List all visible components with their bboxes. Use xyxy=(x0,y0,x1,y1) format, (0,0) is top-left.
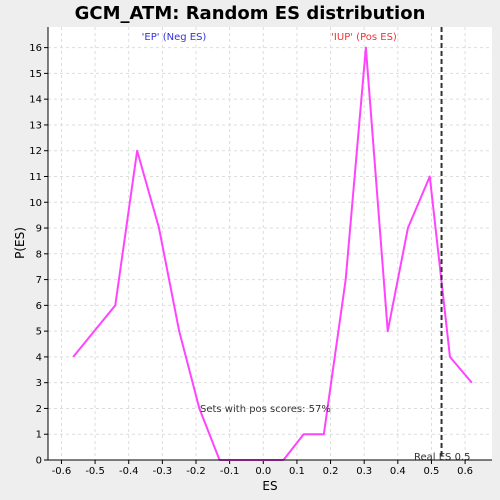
chart-title: GCM_ATM: Random ES distribution xyxy=(75,3,426,24)
x-tick-label: -0.1 xyxy=(220,466,240,477)
y-tick-label: 7 xyxy=(36,275,42,286)
y-tick-label: 13 xyxy=(29,120,42,131)
x-tick-label: 0.5 xyxy=(424,466,440,477)
x-tick-label: -0.4 xyxy=(119,466,139,477)
y-tick-label: 14 xyxy=(29,95,42,106)
x-tick-label: 0.3 xyxy=(356,466,372,477)
x-tick-label: 0.6 xyxy=(457,466,473,477)
x-tick-label: 0.1 xyxy=(289,466,305,477)
y-tick-label: 12 xyxy=(29,146,42,157)
pos-scores-annotation: Sets with pos scores: 57% xyxy=(200,404,331,415)
y-tick-label: 11 xyxy=(29,172,42,183)
y-tick-label: 3 xyxy=(36,378,42,389)
x-tick-label: 0.4 xyxy=(390,466,406,477)
y-tick-label: 15 xyxy=(29,69,42,80)
x-tick-label: -0.2 xyxy=(186,466,206,477)
y-tick-label: 8 xyxy=(36,249,42,260)
y-tick-label: 0 xyxy=(36,456,42,467)
axis-ticks: -0.6 -0.5 -0.4 -0.3 -0.2 -0.1 0.0 0.1 0.2 0.3 0.4 0… xyxy=(29,43,473,477)
y-tick-label: 6 xyxy=(36,301,42,312)
y-tick-label: 1 xyxy=(36,430,42,441)
x-tick-label: 0.2 xyxy=(323,466,339,477)
plot-area xyxy=(48,27,492,460)
neg-es-label: 'EP' (Neg ES) xyxy=(142,32,207,43)
y-tick-label: 4 xyxy=(36,352,42,363)
grid xyxy=(48,27,492,461)
x-tick-label: -0.5 xyxy=(85,466,105,477)
y-tick-label: 16 xyxy=(29,43,42,54)
x-tick-label: 0.0 xyxy=(255,466,271,477)
y-tick-label: 9 xyxy=(36,224,42,235)
x-tick-label: -0.6 xyxy=(52,466,72,477)
y-tick-label: 10 xyxy=(29,198,42,209)
y-tick-label: 5 xyxy=(36,327,42,338)
pos-es-label: 'IUP' (Pos ES) xyxy=(331,32,397,43)
y-tick-label: 2 xyxy=(36,404,42,415)
y-axis-label: P(ES) xyxy=(13,227,27,259)
x-tick-label: -0.3 xyxy=(153,466,173,477)
real-es-label: Real ES 0.5 xyxy=(414,452,470,463)
x-axis-label: ES xyxy=(262,479,277,493)
